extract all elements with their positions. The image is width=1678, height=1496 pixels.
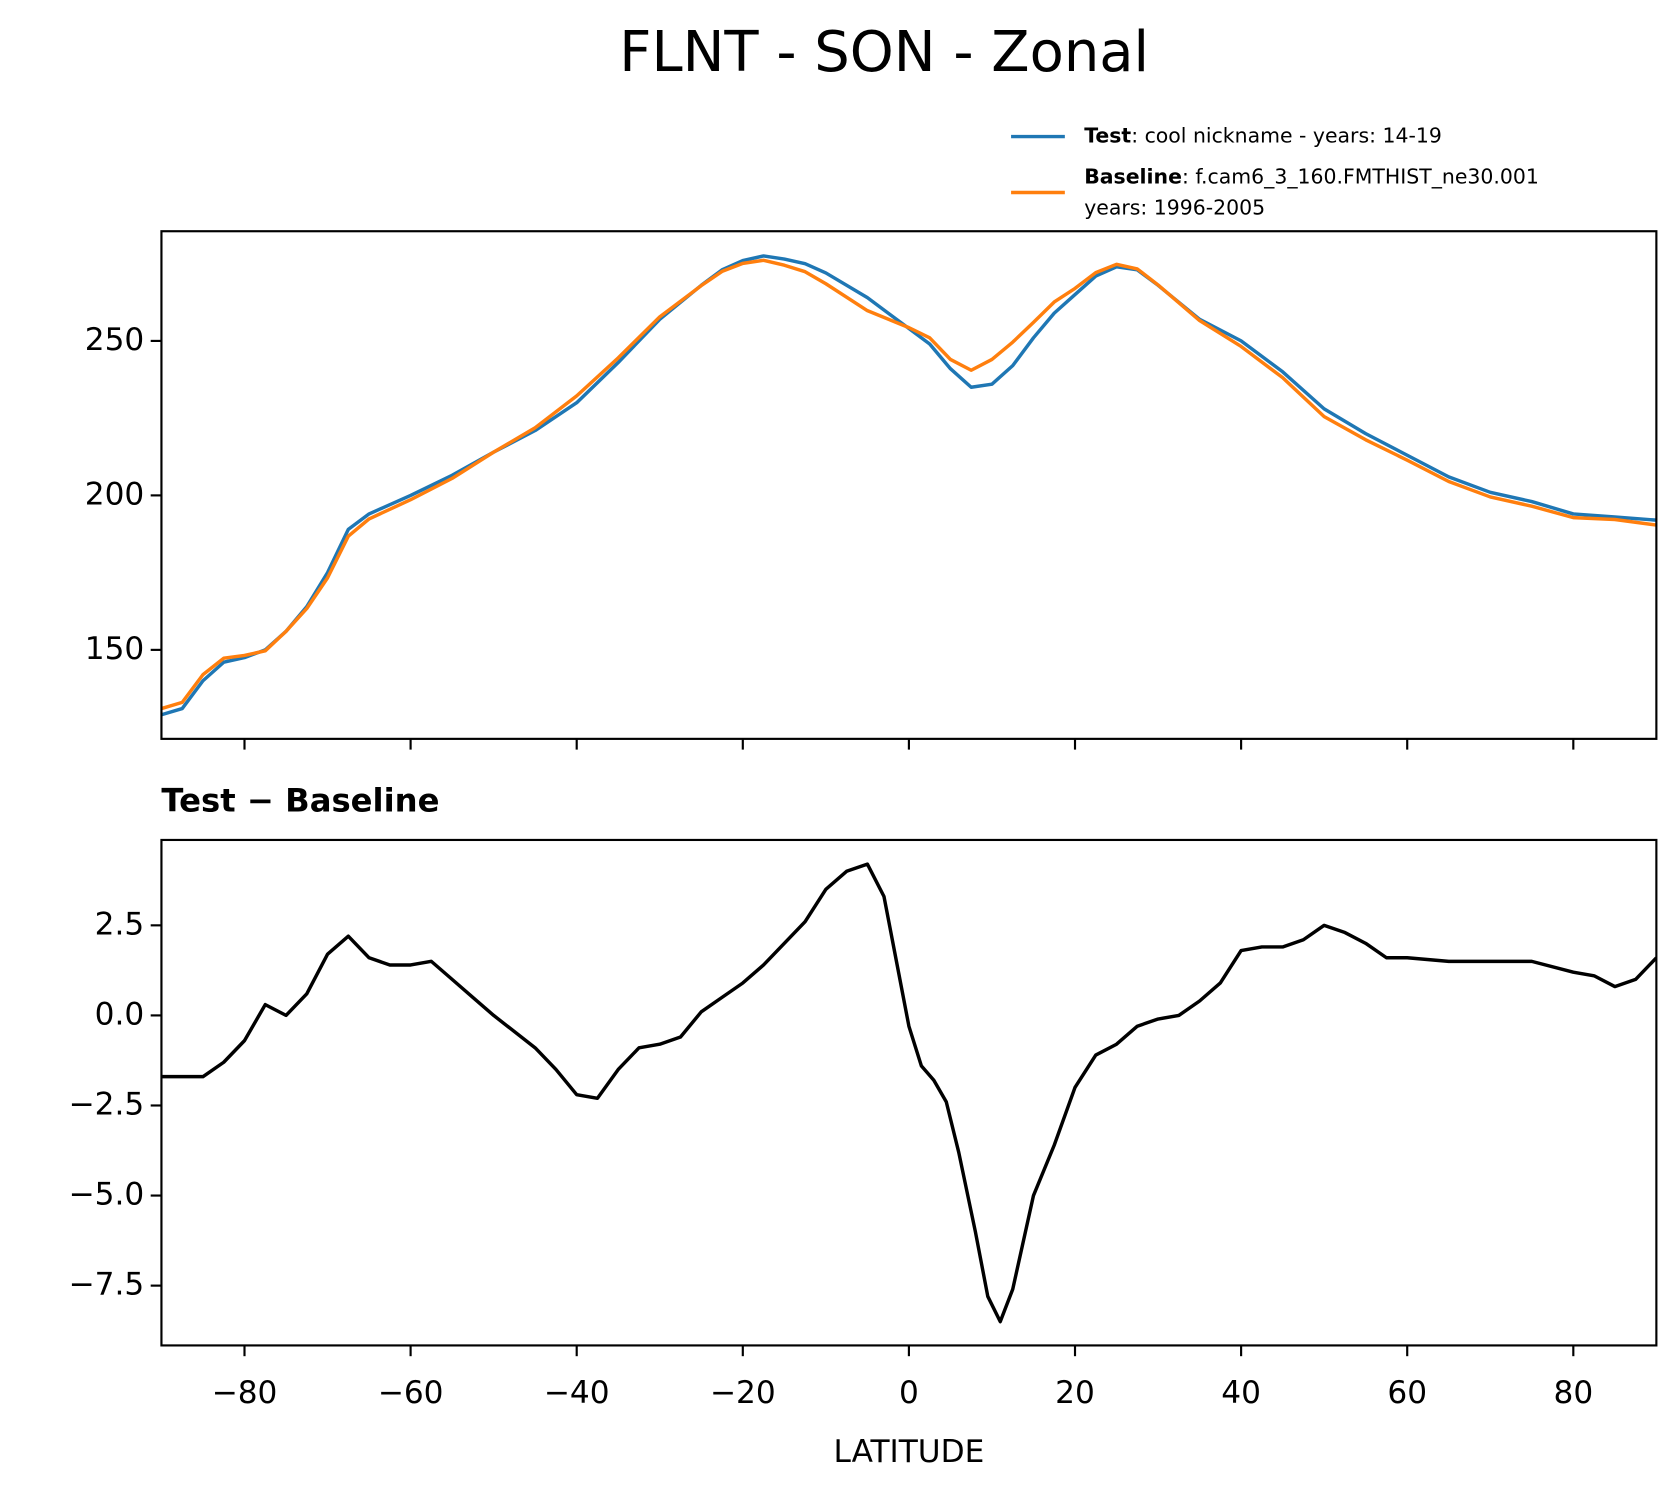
axes-frame (160, 838, 1658, 1347)
x-tick-label: 60 (1387, 1375, 1427, 1411)
y-tick-label: −2.5 (69, 1086, 145, 1122)
legend-description: : cool nickname - years: 14-19 (1131, 124, 1442, 148)
x-tick-label: 40 (1221, 1375, 1261, 1411)
y-tick-label: 2.5 (95, 906, 145, 942)
y-tick-label: 200 (85, 476, 145, 512)
x-tick-label: 80 (1553, 1375, 1593, 1411)
axes-frame (160, 230, 1658, 740)
y-tick-label: −7.5 (69, 1267, 145, 1303)
x-tick-label: −80 (212, 1375, 278, 1411)
legend-text: Test: cool nickname - years: 14-19 (1084, 124, 1442, 148)
figure-title: FLNT - SON - Zonal (619, 20, 1149, 85)
x-tick-label: −60 (378, 1375, 444, 1411)
x-tick-label: 0 (899, 1375, 919, 1411)
data-line (161, 258, 1657, 711)
x-tick-label: −20 (710, 1375, 776, 1411)
legend-description: years: 1996-2005 (1084, 196, 1265, 220)
data-line (161, 862, 1657, 1324)
data-line (161, 254, 1657, 717)
y-tick-label: 150 (85, 631, 145, 667)
x-tick-label: −40 (544, 1375, 610, 1411)
legend-text: Baseline: f.cam6_3_160.FMTHIST_ne30.001 (1084, 164, 1539, 189)
y-tick-label: 250 (85, 322, 145, 358)
legend-description: : f.cam6_3_160.FMTHIST_ne30.001 (1182, 164, 1539, 189)
legend-text: years: 1996-2005 (1084, 196, 1265, 220)
y-tick-label: −5.0 (69, 1177, 145, 1213)
legend-name: Test (1084, 124, 1131, 148)
legend-name: Baseline (1084, 164, 1182, 188)
x-tick-label: 20 (1055, 1375, 1095, 1411)
y-tick-label: 0.0 (95, 996, 145, 1032)
subplot-title: Test − Baseline (161, 781, 439, 819)
x-axis-label: LATITUDE (834, 1434, 985, 1470)
